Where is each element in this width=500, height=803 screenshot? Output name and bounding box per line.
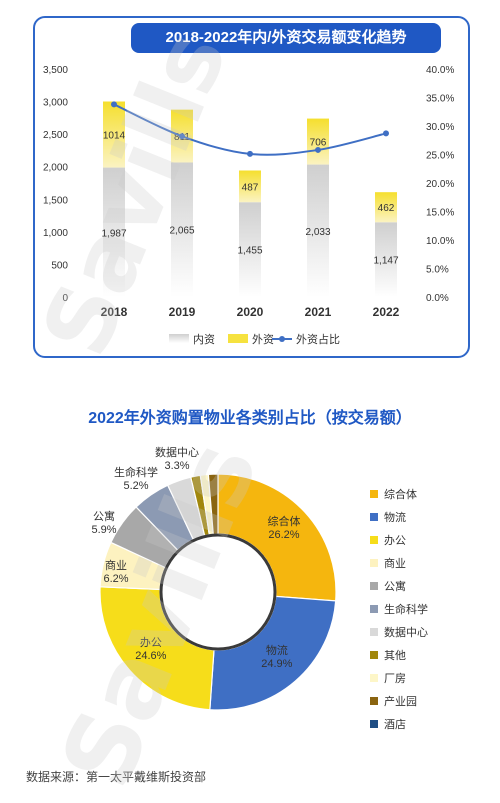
y2-tick-label: 35.0% [426,94,454,105]
slice-name-label: 办公 [140,636,162,649]
foreign-share-point [383,130,389,137]
legend-swatch [370,674,378,682]
slice-value-label: 24.6% [135,650,166,662]
bar-domestic [171,162,193,297]
y2-tick-label: 10.0% [426,236,454,247]
y2-tick-label: 25.0% [426,151,454,162]
domestic-value-label: 1,147 [373,256,398,267]
slice-value-label: 5.2% [123,480,148,492]
legend-label-foreign: 外资 [252,333,274,346]
legend-swatch-share-marker [279,336,285,342]
y2-tick-label: 40.0% [426,65,454,76]
donut-hole [159,533,277,651]
foreign-value-label: 706 [310,138,327,149]
slice-name-label: 数据中心 [155,445,199,459]
bar-domestic [307,164,329,297]
y2-tick-label: 0.0% [426,293,449,304]
x-tick-label: 2019 [169,305,196,319]
slice-value-label: 26.2% [268,529,299,541]
legend-label: 综合体 [384,487,417,501]
slice-name-label: 综合体 [267,514,300,528]
bar-foreign [375,192,397,223]
legend-swatch-foreign [228,334,248,343]
legend-swatch [370,628,378,636]
legend-label: 产业园 [384,694,417,708]
foreign-value-label: 1014 [103,131,126,142]
domestic-value-label: 2,065 [169,226,194,237]
y-tick-label: 1,500 [43,195,68,206]
slice-name-label: 商业 [105,558,127,572]
legend-label-domestic: 内资 [193,332,215,346]
y-tick-label: 2,500 [43,130,68,141]
trend-chart: 0 500 1,000 1,500 2,000 2,500 3,000 3,500 0.0% 5.… [43,65,454,346]
legend-swatch [370,720,378,728]
slice-value-label: 3.3% [164,460,189,472]
y-tick-label: 500 [51,260,68,271]
y-tick-label: 2,000 [43,163,68,174]
y-tick-label: 3,000 [43,98,68,109]
domestic-value-label: 2,033 [305,227,330,238]
legend-swatch [370,651,378,659]
foreign-share-point [179,133,185,140]
bar-domestic [375,222,397,297]
legend-swatch [370,559,378,567]
domestic-value-label: 1,987 [101,228,126,239]
legend-label: 酒店 [384,717,406,731]
pie-chart-title: 2022年外资购置物业各类别占比（按交易额） [88,410,412,427]
slice-value-label: 6.2% [103,573,128,585]
x-tick-label: 2018 [101,305,128,319]
legend-swatch [370,582,378,590]
category-donut-chart: 综合体26.2%物流24.9%办公24.6%商业6.2%公寓5.9%生命科学5.… [91,445,428,731]
legend-swatch [370,513,378,521]
foreign-share-point [111,101,117,108]
y2-tick-label: 5.0% [426,265,449,276]
y2-tick-label: 30.0% [426,122,454,133]
legend-label: 物流 [384,510,406,524]
legend-label-share: 外资占比 [296,332,340,346]
domestic-value-label: 1,455 [237,246,262,257]
legend-label: 厂房 [384,672,406,685]
trend-chart-title: 2018-2022年内/外资交易额变化趋势 [131,23,441,53]
x-tick-label: 2020 [237,305,264,319]
slice-value-label: 24.9% [261,658,292,670]
y-tick-label: 3,500 [43,65,68,76]
bar-domestic [103,167,125,297]
x-tick-label: 2021 [305,305,332,319]
slice-name-label: 公寓 [93,509,115,523]
y-tick-label: 0 [62,293,68,304]
legend-label: 数据中心 [384,625,428,639]
legend-swatch [370,490,378,498]
bar-foreign [307,118,329,165]
bar-foreign [103,101,125,168]
legend-swatch [370,697,378,705]
legend-label: 其他 [384,649,406,662]
legend-label: 办公 [384,534,406,547]
foreign-value-label: 462 [378,203,395,214]
legend-label: 生命科学 [384,602,428,616]
bar-foreign [239,170,261,203]
legend-swatch [370,605,378,613]
slice-value-label: 5.9% [91,524,116,536]
y2-tick-label: 15.0% [426,208,454,219]
y2-tick-label: 20.0% [426,179,454,190]
y-tick-label: 1,000 [43,228,68,239]
foreign-share-line [113,103,387,156]
legend-swatch [370,536,378,544]
legend-swatch-domestic [169,334,189,343]
bar-domestic [239,202,261,297]
legend-label: 公寓 [384,579,406,593]
foreign-value-label: 487 [242,182,259,193]
legend-label: 商业 [384,556,406,570]
x-tick-label: 2022 [373,305,400,319]
foreign-share-point [247,150,253,157]
slice-name-label: 生命科学 [114,465,158,479]
foreign-share-point [315,146,321,153]
slice-name-label: 物流 [266,643,288,657]
data-source-note: 数据来源：第一太平戴维斯投资部 [26,770,207,784]
